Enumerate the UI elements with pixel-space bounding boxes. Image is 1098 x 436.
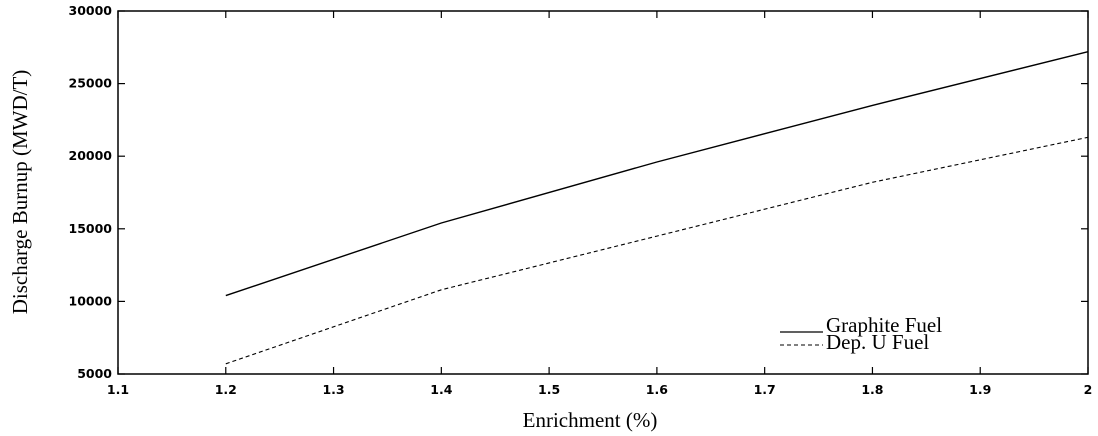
legend-label-graphite-fuel: Graphite Fuel [826, 313, 942, 337]
x-tick-label: 1.3 [322, 382, 344, 397]
x-tick-label: 1.6 [646, 382, 668, 397]
y-tick-label: 30000 [69, 3, 113, 18]
x-axis: 1.1 1.2 1.3 1.4 1.5 1.6 1.7 1.8 1.9 2 [107, 11, 1092, 397]
x-tick-label: 1.4 [430, 382, 452, 397]
y-tick-label: 15000 [69, 221, 113, 236]
x-axis-title: Enrichment (%) [523, 408, 658, 432]
legend-label-dep-u-fuel: Dep. U Fuel [826, 330, 929, 354]
y-axis: 5000 10000 15000 20000 25000 30000 [69, 3, 1088, 381]
y-tick-label: 25000 [69, 76, 113, 91]
series-line-graphite-fuel [225, 51, 1089, 297]
x-tick-label: 1.5 [538, 382, 560, 397]
legend: Graphite Fuel Dep. U Fuel [780, 313, 942, 354]
x-tick-label: 1.8 [861, 382, 883, 397]
x-tick-label: 1.1 [107, 382, 129, 397]
y-tick-label: 20000 [69, 148, 113, 163]
x-tick-label: 1.2 [215, 382, 237, 397]
y-tick-label: 10000 [69, 293, 113, 308]
series-layer [225, 51, 1089, 365]
x-tick-label: 1.9 [969, 382, 991, 397]
y-tick-label: 5000 [77, 366, 112, 381]
series-line-dep-u-fuel [225, 136, 1089, 365]
y-axis-title: Discharge Burnup (MWD/T) [8, 70, 32, 315]
x-tick-label: 2 [1084, 382, 1093, 397]
x-tick-label: 1.7 [754, 382, 776, 397]
plot-frame [117, 10, 1089, 375]
